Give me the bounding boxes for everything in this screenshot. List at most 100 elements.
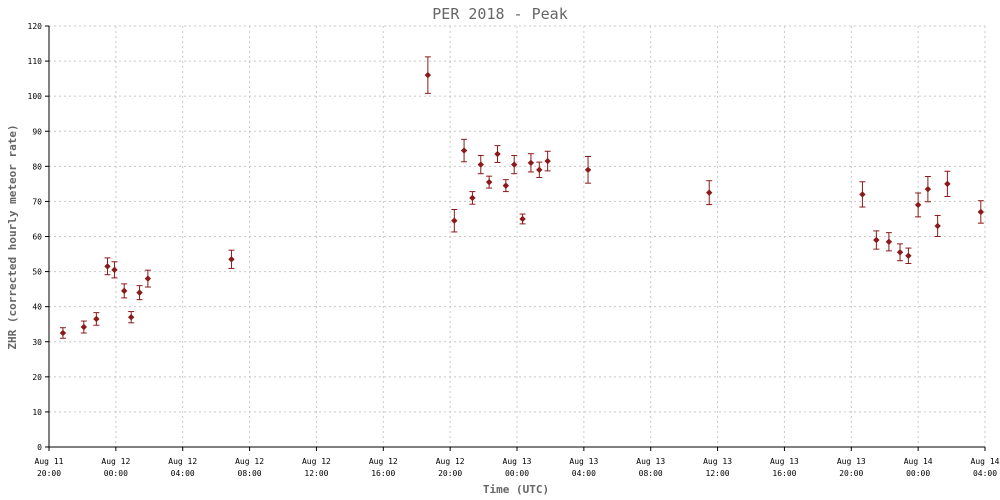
data-point — [944, 170, 951, 198]
data-point — [460, 138, 468, 163]
x-tick-label-time: 12:00 — [706, 469, 730, 478]
data-point — [121, 283, 128, 299]
x-tick-label-time: 04:00 — [973, 469, 997, 478]
y-tick-label: 90 — [32, 127, 42, 136]
x-axis-label: Time (UTC) — [483, 483, 549, 496]
diamond-marker — [536, 166, 543, 174]
y-tick-label: 0 — [37, 443, 42, 452]
data-point — [914, 192, 922, 218]
diamond-marker — [519, 215, 526, 223]
diamond-marker — [859, 191, 866, 198]
data-point — [451, 208, 458, 233]
y-tick-label: 100 — [28, 92, 43, 101]
x-tick-label-date: Aug 13 — [569, 457, 598, 466]
data-point — [494, 145, 501, 163]
x-tick-label-time: 04:00 — [572, 469, 596, 478]
x-tick-label-date: Aug 12 — [369, 457, 398, 466]
diamond-marker — [477, 161, 484, 168]
diamond-marker — [451, 217, 458, 224]
x-tick-label-date: Aug 13 — [636, 457, 665, 466]
x-tick-label-date: Aug 14 — [904, 457, 933, 466]
diamond-marker — [944, 180, 951, 188]
x-tick-label-time: 00:00 — [104, 469, 128, 478]
y-tick-label: 60 — [32, 233, 42, 242]
x-tick-label-date: Aug 13 — [837, 457, 866, 466]
data-point — [144, 269, 152, 288]
y-tick-label: 50 — [32, 268, 42, 277]
diamond-marker — [59, 329, 67, 337]
x-tick-label-date: Aug 12 — [436, 457, 465, 466]
data-point — [536, 161, 543, 179]
data-point — [859, 181, 866, 208]
diamond-marker — [873, 236, 880, 244]
x-tick-label-time: 20:00 — [839, 469, 863, 478]
data-point — [584, 156, 592, 184]
data-point — [885, 232, 893, 252]
diamond-marker — [469, 194, 476, 202]
x-tick-label-time: 00:00 — [505, 469, 529, 478]
x-tick-label-time: 20:00 — [37, 469, 61, 478]
y-tick-label: 40 — [32, 303, 42, 312]
data-point — [136, 285, 143, 301]
data-point — [511, 154, 518, 175]
diamond-marker — [121, 287, 128, 295]
diamond-marker — [527, 159, 535, 167]
diamond-marker — [934, 222, 941, 230]
chart-title: PER 2018 - Peak — [432, 5, 567, 23]
diamond-marker — [914, 201, 922, 209]
diamond-marker — [511, 161, 518, 168]
y-tick-label: 120 — [28, 22, 43, 31]
data-point — [228, 249, 235, 269]
data-point — [127, 311, 135, 324]
data-point — [502, 179, 510, 193]
diamond-marker — [977, 208, 985, 216]
diamond-marker — [924, 185, 932, 193]
data-point — [80, 320, 88, 334]
y-tick-label: 80 — [32, 162, 42, 171]
x-tick-label-date: Aug 12 — [168, 457, 197, 466]
data-point — [469, 191, 476, 205]
data-point — [104, 257, 111, 276]
data-point — [527, 153, 535, 173]
y-tick-label: 70 — [32, 197, 42, 206]
x-tick-label-time: 16:00 — [371, 469, 395, 478]
data-point — [977, 200, 985, 224]
data-point — [111, 261, 118, 279]
data-point — [424, 56, 432, 94]
grid-layer — [49, 25, 986, 447]
points-layer — [59, 56, 985, 339]
x-tick-label-time: 16:00 — [772, 469, 796, 478]
x-tick-label-time: 08:00 — [639, 469, 663, 478]
data-point — [934, 214, 941, 237]
diamond-marker — [905, 252, 912, 259]
y-tick-label: 10 — [32, 408, 42, 417]
x-tick-label-date: Aug 13 — [503, 457, 532, 466]
diamond-marker — [494, 150, 501, 158]
diamond-marker — [584, 166, 592, 174]
data-point — [477, 154, 484, 175]
x-tick-label-date: Aug 13 — [703, 457, 732, 466]
diamond-marker — [896, 249, 904, 256]
data-point — [519, 213, 526, 225]
data-point — [896, 243, 904, 262]
data-point — [706, 180, 713, 206]
x-tick-label-time: 08:00 — [238, 469, 262, 478]
diamond-marker — [80, 323, 88, 331]
data-point — [544, 150, 551, 172]
diamond-marker — [424, 71, 432, 79]
diamond-marker — [93, 315, 100, 323]
y-tick-label: 110 — [28, 57, 43, 66]
data-point — [59, 327, 67, 339]
diamond-marker — [111, 266, 118, 274]
diamond-marker — [706, 189, 713, 196]
x-tick-label-time: 20:00 — [438, 469, 462, 478]
x-tick-label-time: 12:00 — [304, 469, 328, 478]
y-axis-label: ZHR (corrected hourly meteor rate) — [6, 124, 19, 349]
diamond-marker — [485, 178, 493, 186]
x-tick-label-date: Aug 11 — [35, 457, 64, 466]
axes-layer: 0 10 20 30 40 50 60 70 80 90 100 110 120 Aug 11 20:00 A… — [28, 22, 1000, 478]
y-tick-label: 30 — [32, 338, 42, 347]
diamond-marker — [885, 238, 893, 245]
x-tick-label-time: 04:00 — [171, 469, 195, 478]
